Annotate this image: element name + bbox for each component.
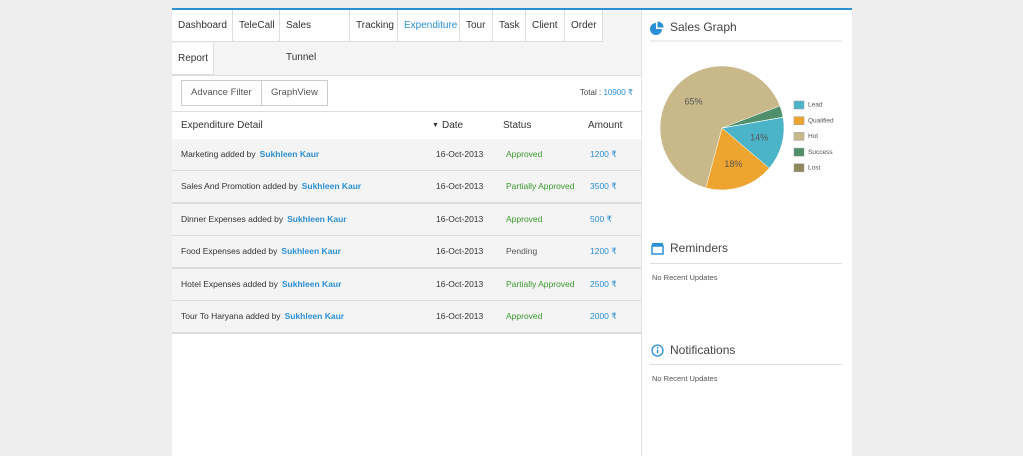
pie-slice: [659, 65, 781, 189]
table-row: Hotel Expenses added by Sukhleen Kaur 16-O…: [172, 268, 641, 302]
slice-label: 14%: [750, 132, 768, 142]
tab[interactable]: Tour: [460, 10, 493, 42]
tab[interactable]: Dashboard: [172, 10, 233, 42]
pie: 14% 18% 65% Lead Qualified Hot Success Lost: [659, 65, 834, 191]
user-link[interactable]: Sukhleen Kaur: [281, 246, 341, 257]
legend-swatch: [793, 116, 805, 125]
date-cell: 16-Oct-2013: [436, 246, 484, 257]
status-cell: Approved: [506, 311, 543, 321]
detail-text: Sales And Promotion added by: [181, 181, 298, 192]
table-header: Expenditure Detail ▼ Date Status Amount: [172, 111, 641, 140]
tab-bar: Dashboard TeleCall Sales Tunnel Tracking…: [172, 10, 641, 76]
amount-cell: 500 ₹: [590, 213, 612, 224]
table-row: Sales And Promotion added by Sukhleen Kau…: [172, 171, 641, 205]
detail-text: Food Expenses added by: [181, 246, 278, 257]
detail-text: Dinner Expenses added by: [181, 213, 284, 224]
right-column: Sales Graph 14% 18% 65% Lead Qualified Hot Suc…: [642, 10, 852, 456]
user-link[interactable]: Sukhleen Kaur: [287, 213, 347, 224]
pie-slice: [721, 116, 785, 169]
chart-title: Sales Graph: [670, 20, 737, 34]
tab[interactable]: Tracking: [350, 10, 398, 42]
legend-swatch: [793, 163, 805, 173]
user-link[interactable]: Sukhleen Kaur: [259, 149, 320, 159]
section-text: No Recent Updates: [652, 273, 718, 282]
tab[interactable]: Report: [172, 43, 214, 75]
amount-cell: 3500 ₹: [590, 181, 617, 192]
detail-text: Tour To Haryana added by: [181, 311, 281, 321]
legend-swatch: [793, 132, 805, 141]
table-row: Dinner Expenses added by Sukhleen Kaur 16-…: [172, 203, 641, 237]
sort-icon[interactable]: ▼: [432, 122, 439, 129]
status-cell: Approved: [506, 149, 543, 159]
legend-label: Lost: [808, 165, 820, 172]
date-cell: 16-Oct-2013: [436, 213, 484, 224]
date-cell: 16-Oct-2013: [436, 181, 484, 192]
legend-swatch: [793, 100, 805, 110]
button[interactable]: Advance Filter: [181, 80, 262, 106]
user-link[interactable]: Sukhleen Kaur: [284, 311, 345, 321]
divider: [650, 263, 842, 264]
pie-slice: [721, 116, 784, 129]
status-cell: Pending: [506, 246, 538, 257]
tab[interactable]: Order: [565, 10, 603, 42]
table-row: Food Expenses added by Sukhleen Kaur 16-Oc…: [172, 236, 641, 270]
date-cell: 16-Oct-2013: [436, 311, 484, 321]
amount-cell: 2000 ₹: [590, 311, 617, 321]
section-title: Reminders: [670, 241, 729, 255]
pie-icon: [650, 23, 662, 35]
reminder-icon: [651, 243, 664, 255]
left-column: Dashboard TeleCall Sales Tunnel Tracking…: [172, 10, 642, 456]
header-cell: Amount: [588, 120, 623, 131]
divider: [650, 364, 842, 365]
user-link[interactable]: Sukhleen Kaur: [301, 181, 362, 192]
section-text: No Recent Updates: [652, 374, 718, 383]
tab[interactable]: Sales Tunnel: [280, 10, 350, 63]
status-cell: Partially Approved: [506, 278, 575, 289]
legend-label: Success: [808, 149, 833, 156]
status-cell: Approved: [506, 213, 543, 224]
button[interactable]: GraphView: [261, 80, 328, 106]
total: Total : 10900 ₹: [580, 88, 633, 97]
status-cell: Partially Approved: [506, 181, 575, 192]
tab[interactable]: TeleCall: [233, 10, 280, 42]
date-cell: 16-Oct-2013: [436, 278, 484, 289]
amount-cell: 1200 ₹: [590, 149, 617, 159]
table-row: Marketing added by Sukhleen Kaur 16-Oct-20…: [172, 139, 641, 172]
info-icon: [651, 344, 664, 357]
legend-label: Lead: [808, 102, 823, 109]
detail-text: Hotel Expenses added by: [181, 278, 278, 289]
pie-slice: [705, 127, 770, 191]
total-label: Total :: [579, 88, 602, 97]
user-link[interactable]: Sukhleen Kaur: [281, 278, 342, 289]
tab[interactable]: Task: [493, 10, 526, 42]
main-panel: Dashboard TeleCall Sales Tunnel Tracking…: [172, 8, 852, 456]
section-title: Notifications: [670, 343, 736, 357]
sales-graph: Sales Graph 14% 18% 65% Lead Qualified Hot Suc…: [650, 20, 842, 191]
pie-icon: [657, 21, 664, 28]
tab[interactable]: Client: [526, 10, 565, 42]
table-row: Tour To Haryana added by Sukhleen Kaur 16-…: [172, 301, 641, 334]
total-value: 10900 ₹: [603, 88, 633, 97]
slice-label: 65%: [685, 97, 703, 107]
date-cell: 16-Oct-2013: [436, 149, 484, 159]
header-cell: Expenditure Detail: [181, 120, 263, 131]
header-cell[interactable]: Date: [442, 120, 464, 131]
amount-cell: 1200 ₹: [590, 246, 617, 257]
amount-cell: 2500 ₹: [590, 278, 617, 289]
slice-label: 18%: [724, 159, 742, 169]
header-cell: Status: [503, 120, 532, 131]
legend-label: Qualified: [808, 117, 834, 124]
detail-text: Marketing added by: [181, 149, 256, 159]
legend-swatch: [793, 147, 805, 157]
tab[interactable]: Expenditure: [398, 10, 460, 42]
legend-label: Hot: [808, 133, 818, 140]
